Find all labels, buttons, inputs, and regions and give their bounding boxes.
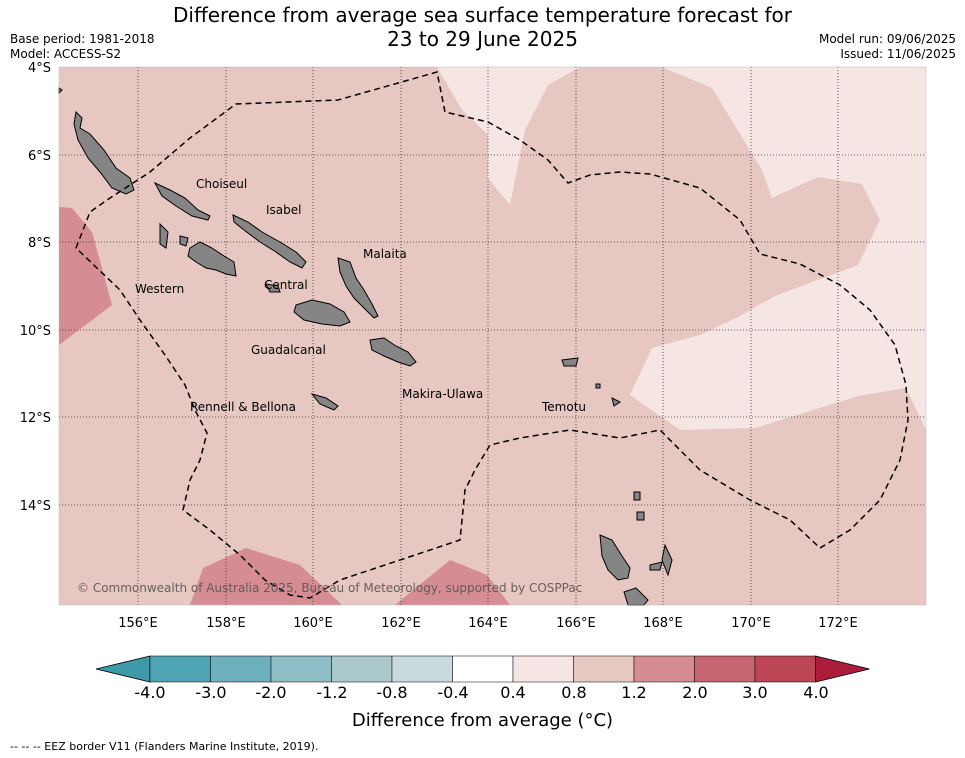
copyright-text: © Commonwealth of Australia 2025, Bureau… xyxy=(77,581,582,595)
temotu-islet xyxy=(595,383,601,389)
colorbar-segment xyxy=(512,655,574,683)
colorbar-tick-label: 0.4 xyxy=(500,683,525,702)
isabel-island xyxy=(232,214,307,269)
choiseul-island xyxy=(153,181,211,221)
vanuatu-east-island xyxy=(661,543,673,577)
lon-tick-label: 156°E xyxy=(118,616,158,631)
vanuatu-islet-3 xyxy=(649,561,663,571)
place-label-temotu: Temotu xyxy=(541,400,586,414)
lat-tick-label: 12°S xyxy=(20,411,51,426)
lat-axis: 4°S 6°S 8°S 10°S 12°S 14°S xyxy=(20,61,51,514)
new-georgia-island xyxy=(187,241,237,277)
place-label-western: Western xyxy=(135,282,184,296)
anomaly-warm-area-south-east xyxy=(395,560,510,605)
colorbar-segment xyxy=(452,655,514,683)
meta-left: Base period: 1981-2018 Model: ACCESS-S2 xyxy=(10,32,155,62)
vanuatu-islet-2 xyxy=(636,511,645,521)
colorbar-segment xyxy=(210,655,272,683)
colorbar-segment xyxy=(573,655,635,683)
colorbar-segment xyxy=(694,655,756,683)
lon-tick-label: 170°E xyxy=(731,616,771,631)
anomaly-warm-area-south xyxy=(190,548,342,605)
title-line-2: 23 to 29 June 2025 xyxy=(387,27,578,51)
eez-border xyxy=(75,71,909,599)
temotu-islet-2 xyxy=(611,397,621,407)
colorbar-extend-low xyxy=(95,655,151,683)
lon-tick-label: 164°E xyxy=(468,616,508,631)
lat-tick-label: 6°S xyxy=(28,149,51,164)
place-label-choiseul: Choiseul xyxy=(196,177,247,191)
lon-tick-label: 172°E xyxy=(818,616,858,631)
issued-text: Issued: 11/06/2025 xyxy=(840,47,956,61)
colorbar xyxy=(95,655,870,683)
colorbar-tick-label: -1.2 xyxy=(316,683,347,702)
anomaly-light-area xyxy=(437,67,926,430)
colorbar-tick-label: 3.0 xyxy=(742,683,767,702)
place-labels: Choiseul Isabel Malaita Western Central … xyxy=(135,177,586,414)
lon-tick-label: 166°E xyxy=(556,616,596,631)
title-line-1: Difference from average sea surface temp… xyxy=(172,3,792,27)
colorbar-segment xyxy=(754,655,816,683)
lat-tick-label: 8°S xyxy=(28,236,51,251)
anomaly-fill xyxy=(59,67,926,605)
anomaly-warm-area-west xyxy=(59,207,112,345)
model-text: Model: ACCESS-S2 xyxy=(10,47,122,61)
colorbar-tick-label: 1.2 xyxy=(621,683,646,702)
colorbar-tick-labels: -4.0 -3.0 -2.0 -1.2 -0.8 -0.4 0.4 0.8 1.… xyxy=(134,683,828,702)
colorbar-tick-label: 2.0 xyxy=(682,683,707,702)
makira-island xyxy=(369,337,417,367)
lat-tick-label: 10°S xyxy=(20,324,51,339)
vella-lavella-island xyxy=(159,222,169,249)
lon-tick-label: 162°E xyxy=(381,616,421,631)
colorbar-segment xyxy=(331,655,393,683)
meta-right: Model run: 09/06/2025 Issued: 11/06/2025 xyxy=(819,32,956,62)
colorbar-segment xyxy=(391,655,453,683)
model-run-text: Model run: 09/06/2025 xyxy=(818,32,956,46)
place-label-isabel: Isabel xyxy=(266,203,301,217)
lon-tick-label: 160°E xyxy=(293,616,333,631)
place-label-guadalcanal: Guadalcanal xyxy=(251,343,326,357)
colorbar-tick-label: 4.0 xyxy=(803,683,828,702)
lon-tick-label: 168°E xyxy=(643,616,683,631)
colorbar-segment xyxy=(633,655,695,683)
colorbar-tick-label: -0.8 xyxy=(376,683,407,702)
vanuatu-islet xyxy=(633,491,641,501)
map-frame xyxy=(58,66,927,606)
vanuatu-south-island xyxy=(623,587,649,606)
lon-axis: 156°E 158°E 160°E 162°E 164°E 166°E 168°… xyxy=(118,616,858,631)
colorbar-label: Difference from average (°C) xyxy=(351,710,614,731)
graticule xyxy=(59,67,926,605)
colorbar-segment xyxy=(149,655,211,683)
guadalcanal-island xyxy=(293,299,351,327)
rennell-island xyxy=(310,393,339,411)
central-island xyxy=(265,283,281,293)
place-label-makira-ulawa: Makira-Ulawa xyxy=(402,387,483,401)
colorbar-tick-label: -4.0 xyxy=(134,683,165,702)
eez-footnote: -- -- -- EEZ border V11 (Flanders Marine… xyxy=(10,740,319,753)
map-title: Difference from average sea surface temp… xyxy=(0,3,965,51)
malaita-island xyxy=(337,257,379,319)
lat-tick-label: 4°S xyxy=(28,61,51,76)
colorbar-tick-label: 0.8 xyxy=(561,683,586,702)
place-label-central: Central xyxy=(264,278,308,292)
place-label-rennell-bellona: Rennell & Bellona xyxy=(190,400,296,414)
lon-tick-label: 158°E xyxy=(206,616,246,631)
base-period-text: Base period: 1981-2018 xyxy=(10,32,155,46)
colorbar-tick-label: -3.0 xyxy=(195,683,226,702)
colorbar-tick-label: -0.4 xyxy=(437,683,468,702)
colorbar-segment xyxy=(270,655,332,683)
colorbar-tick-label: -2.0 xyxy=(255,683,286,702)
land-masses xyxy=(58,87,673,606)
lat-tick-label: 14°S xyxy=(20,499,51,514)
place-label-malaita: Malaita xyxy=(363,247,407,261)
santa-cruz-island xyxy=(561,357,579,367)
colorbar-extend-high xyxy=(815,655,870,683)
choiseul-west-island xyxy=(73,110,135,195)
kolombangara-island xyxy=(179,235,189,247)
vanuatu-north-island xyxy=(599,534,631,581)
